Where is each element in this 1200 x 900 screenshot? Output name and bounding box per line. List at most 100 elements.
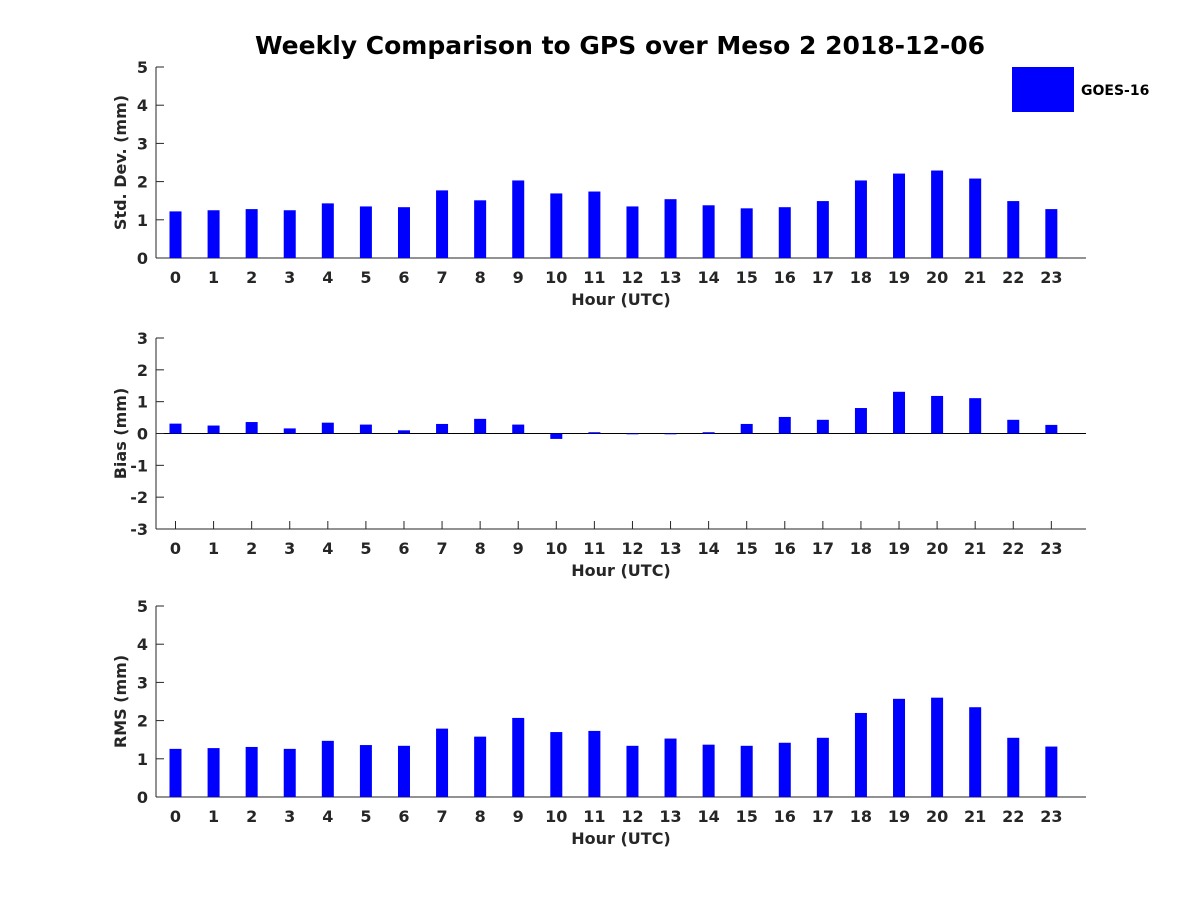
bar-hour-20	[931, 170, 944, 258]
bar-hour-3	[283, 428, 296, 434]
x-tick-label: 20	[926, 807, 948, 826]
y-tick-label: 0	[137, 425, 148, 444]
bar-hour-10	[550, 433, 563, 439]
x-tick-label: 3	[284, 539, 295, 558]
x-tick-label: 9	[513, 807, 524, 826]
x-tick-label: 0	[170, 807, 181, 826]
x-axis-label: Hour (UTC)	[571, 829, 671, 848]
bar-hour-13	[664, 738, 677, 797]
bar-hour-3	[283, 210, 296, 258]
bar-hour-12	[626, 206, 639, 258]
x-tick-label: 10	[545, 807, 567, 826]
x-tick-label: 20	[926, 268, 948, 287]
bar-hour-19	[893, 173, 906, 258]
legend-swatch	[1012, 67, 1074, 112]
x-tick-label: 17	[812, 539, 834, 558]
bar-hour-5	[359, 424, 372, 434]
bar-hour-21	[969, 707, 982, 797]
bar-hour-0	[169, 211, 182, 258]
x-tick-label: 10	[545, 539, 567, 558]
x-tick-label: 6	[398, 539, 409, 558]
y-tick-label: 3	[137, 134, 148, 153]
bar-hour-2	[245, 422, 258, 434]
x-tick-label: 5	[360, 539, 371, 558]
bar-hour-6	[397, 207, 410, 258]
x-tick-label: 21	[964, 539, 986, 558]
y-tick-label: -1	[130, 456, 148, 475]
bar-hour-17	[816, 737, 829, 797]
bar-hour-3	[283, 748, 296, 797]
x-tick-label: 9	[513, 539, 524, 558]
y-tick-label: 3	[137, 673, 148, 692]
bar-hour-17	[816, 201, 829, 258]
y-axis-label: Bias (mm)	[111, 388, 130, 480]
x-tick-label: 18	[850, 539, 872, 558]
chart-title: Weekly Comparison to GPS over Meso 2 201…	[255, 31, 985, 60]
x-tick-label: 1	[208, 807, 219, 826]
x-tick-label: 17	[812, 807, 834, 826]
x-tick-label: 7	[436, 268, 447, 287]
y-tick-label: 5	[137, 58, 148, 77]
x-tick-label: 16	[774, 807, 796, 826]
bar-hour-18	[854, 408, 867, 434]
x-tick-label: 15	[736, 268, 758, 287]
x-tick-label: 13	[659, 807, 681, 826]
bar-hour-9	[512, 180, 525, 258]
bar-hour-6	[397, 430, 410, 434]
x-tick-label: 16	[774, 268, 796, 287]
bar-hour-7	[436, 423, 449, 434]
x-tick-label: 18	[850, 807, 872, 826]
y-tick-label: 2	[137, 361, 148, 380]
x-tick-label: 15	[736, 807, 758, 826]
x-tick-label: 0	[170, 539, 181, 558]
x-tick-label: 14	[697, 807, 719, 826]
bar-hour-18	[854, 712, 867, 797]
bar-hour-13	[664, 433, 677, 435]
bar-hour-20	[931, 697, 944, 797]
bar-hour-8	[474, 736, 487, 797]
x-tick-label: 19	[888, 268, 910, 287]
bar-hour-23	[1045, 746, 1058, 797]
bar-hour-4	[321, 203, 334, 258]
bar-hour-15	[740, 208, 753, 258]
y-tick-label: 0	[137, 788, 148, 807]
y-tick-label: -3	[130, 520, 148, 539]
bar-hour-21	[969, 178, 982, 258]
y-tick-label: 4	[137, 635, 148, 654]
y-axis-label: Std. Dev. (mm)	[111, 95, 130, 230]
y-tick-label: 1	[137, 211, 148, 230]
bar-hour-0	[169, 423, 182, 434]
bar-hour-19	[893, 698, 906, 797]
x-tick-label: 1	[208, 539, 219, 558]
bar-hour-11	[588, 191, 601, 258]
x-tick-label: 9	[513, 268, 524, 287]
x-tick-label: 23	[1040, 268, 1062, 287]
bar-hour-16	[778, 207, 791, 258]
x-tick-label: 11	[583, 268, 605, 287]
x-tick-label: 7	[436, 539, 447, 558]
y-tick-label: 1	[137, 393, 148, 412]
x-tick-label: 1	[208, 268, 219, 287]
bar-hour-5	[359, 206, 372, 258]
bar-hour-13	[664, 199, 677, 258]
y-tick-label: 2	[137, 173, 148, 192]
bar-hour-15	[740, 745, 753, 797]
bar-hour-9	[512, 424, 525, 434]
bar-hour-12	[626, 745, 639, 797]
bar-hour-21	[969, 398, 982, 434]
bar-hour-20	[931, 395, 944, 434]
x-tick-label: 16	[774, 539, 796, 558]
y-tick-label: 4	[137, 96, 148, 115]
x-tick-label: 12	[621, 539, 643, 558]
bar-hour-9	[512, 717, 525, 797]
x-tick-label: 23	[1040, 539, 1062, 558]
bar-hour-4	[321, 422, 334, 434]
legend: GOES-16	[1012, 67, 1149, 112]
bar-hour-22	[1007, 201, 1020, 258]
bar-hour-1	[207, 748, 220, 797]
bar-hour-8	[474, 418, 487, 434]
bar-hour-14	[702, 432, 715, 434]
x-tick-label: 23	[1040, 807, 1062, 826]
bar-hour-19	[893, 391, 906, 434]
